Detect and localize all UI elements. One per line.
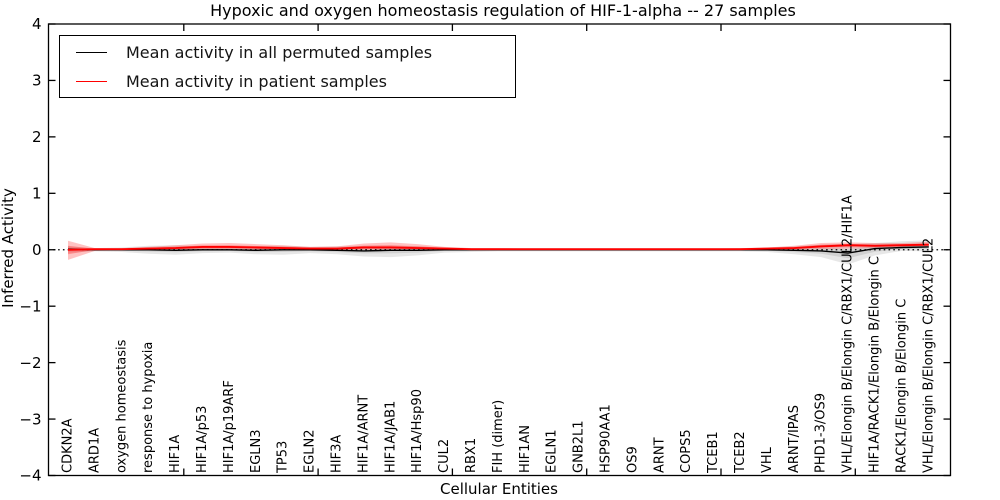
x-category-label: TP53 bbox=[276, 441, 291, 474]
y-tick-label: −2 bbox=[19, 354, 41, 372]
x-axis-label: Cellular Entities bbox=[440, 480, 558, 498]
x-category-label: HIF1A/JAB1 bbox=[383, 401, 398, 473]
x-category-label: CDKN2A bbox=[61, 418, 76, 473]
legend-item: Mean activity in patient samples bbox=[76, 67, 515, 96]
x-category-label: FIH (dimer) bbox=[491, 400, 506, 473]
x-category-label: HIF3A bbox=[330, 435, 345, 473]
x-category-label: HIF1A/RACK1/Elongin B/Elongin C bbox=[868, 256, 883, 473]
x-category-label: HIF1A/p53 bbox=[195, 406, 210, 473]
x-category-label: HIF1A bbox=[168, 435, 183, 473]
x-category-label: PHD1-3/OS9 bbox=[814, 393, 829, 473]
y-tick-label: 0 bbox=[32, 241, 42, 259]
x-category-label: GNB2L1 bbox=[572, 420, 587, 473]
axes-frame bbox=[47, 23, 952, 477]
x-category-label: ARD1A bbox=[87, 428, 102, 473]
y-tick-label: −4 bbox=[19, 467, 41, 485]
y-tick-label: 1 bbox=[32, 185, 42, 203]
x-category-label: RACK1/Elongin B/Elongin C bbox=[894, 299, 909, 473]
legend-item-label: Mean activity in patient samples bbox=[126, 71, 387, 91]
x-category-label: TCEB2 bbox=[733, 431, 748, 474]
x-category-label: VHL/Elongin B/Elongin C/RBX1/CUL2 bbox=[921, 238, 936, 473]
legend: Mean activity in all permuted samples Me… bbox=[59, 35, 516, 98]
x-category-label: CUL2 bbox=[437, 439, 452, 473]
legend-item-label: Mean activity in all permuted samples bbox=[126, 42, 433, 62]
y-axis-label: Inferred Activity bbox=[0, 188, 17, 308]
x-category-label: OS9 bbox=[625, 446, 640, 473]
x-category-label: EGLN2 bbox=[303, 429, 318, 473]
y-tick-label: 2 bbox=[32, 128, 42, 146]
y-tick-label: −1 bbox=[19, 297, 41, 315]
x-category-label: oxygen homeostasis bbox=[114, 339, 129, 473]
permuted-band-inner bbox=[68, 243, 929, 259]
legend-item: Mean activity in all permuted samples bbox=[76, 38, 515, 67]
x-category-label: RBX1 bbox=[464, 438, 479, 473]
x-category-label: EGLN1 bbox=[545, 429, 560, 473]
x-category-label: EGLN3 bbox=[249, 429, 264, 473]
x-category-label: HSP90AA1 bbox=[599, 404, 614, 473]
y-tick-label: 4 bbox=[32, 15, 42, 33]
plot-render-layer: −4 −3 −2 −1 0 1 2 3 4 CDKN2A ARD1A oxygen homeostas… bbox=[19, 15, 952, 485]
y-tick-label: 3 bbox=[32, 72, 42, 90]
x-category-label: ARNT/IPAS bbox=[787, 405, 802, 473]
patient-band bbox=[68, 240, 929, 260]
x-category-label: VHL/Elongin B/Elongin C/RBX1/CUL2/HIF1A bbox=[841, 195, 856, 473]
permuted-band bbox=[68, 240, 929, 265]
x-category-label: HIF1A/p19ARF bbox=[222, 380, 237, 473]
x-category-label: HIF1AN bbox=[518, 425, 533, 473]
patient-mean-line bbox=[67, 243, 929, 251]
x-category-label: TCEB1 bbox=[706, 431, 721, 474]
x-category-label: ARNT bbox=[652, 437, 667, 473]
y-tick-labels: −4 −3 −2 −1 0 1 2 3 4 bbox=[19, 15, 41, 485]
x-category-label: COPS5 bbox=[679, 429, 694, 473]
x-category-label: HIF1A/Hsp90 bbox=[410, 389, 425, 473]
y-tick-label: −3 bbox=[19, 410, 41, 428]
chart-title: Hypoxic and oxygen homeostasis regulatio… bbox=[210, 1, 796, 20]
x-category-label: HIF1A/ARNT bbox=[356, 395, 371, 473]
x-category-labels: CDKN2A ARD1A oxygen homeostasis response to… bbox=[61, 195, 937, 474]
x-category-label: VHL bbox=[760, 446, 775, 473]
data-layers bbox=[48, 240, 951, 265]
x-category-label: response to hypoxia bbox=[141, 342, 156, 473]
legend-permuted-line-icon bbox=[76, 51, 107, 53]
legend-patient-line-icon bbox=[76, 80, 107, 82]
